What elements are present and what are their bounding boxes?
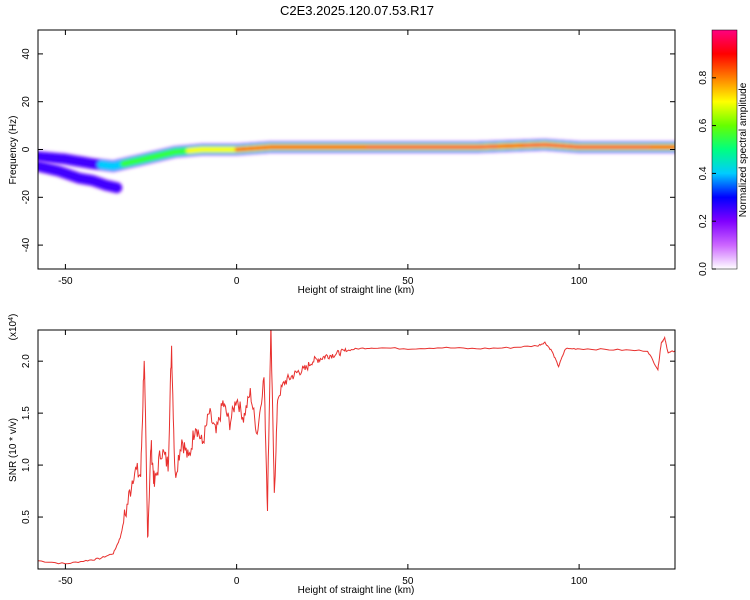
x-tick-label: 0 xyxy=(234,276,240,287)
snr-series-line xyxy=(38,330,675,565)
colorbar-tick-label: 0.2 xyxy=(698,214,709,228)
snr-plot-area xyxy=(38,330,675,569)
spectrogram-y-axis: -40 -20 0 20 40 xyxy=(21,48,675,252)
x-tick-label: -50 xyxy=(58,276,73,287)
snr-panel: -50 0 50 100 0.5 1.0 1.5 2.0 Height of straigh… xyxy=(8,314,676,596)
colorbar-label: Normalized spectral amplitude xyxy=(738,82,749,217)
snr-y-axis: 0.5 1.0 1.5 2.0 xyxy=(21,354,675,524)
colorbar-ticks: 0.0 0.2 0.4 0.6 0.8 xyxy=(698,70,716,276)
figure-title: C2E3.2025.120.07.53.R17 xyxy=(280,3,434,18)
y-tick-label: 20 xyxy=(21,96,32,108)
colorbar-tick-label: 0.6 xyxy=(698,118,709,132)
x-tick-label: 100 xyxy=(571,276,588,287)
y-tick-label: 1.5 xyxy=(21,406,32,420)
spectral-track-1 xyxy=(38,138,675,173)
spectrogram-x-label: Height of straight line (km) xyxy=(298,285,415,296)
y-tick-label: -40 xyxy=(21,237,32,252)
y-tick-label: 40 xyxy=(21,48,32,60)
y-tick-label: 2.0 xyxy=(21,354,32,368)
spectral-band xyxy=(365,143,651,149)
colorbar: 0.0 0.2 0.4 0.6 0.8 Normalized spectral ampl… xyxy=(698,29,749,276)
colorbar-gradient xyxy=(711,29,738,270)
spectrogram-image xyxy=(38,138,675,194)
snr-frame xyxy=(37,329,676,570)
spectrogram-panel: -50 0 50 100 -40 -20 0 20 40 Height of straight… xyxy=(8,29,676,296)
snr-x-axis: -50 0 50 100 xyxy=(58,330,588,587)
spectral-track-2 xyxy=(38,160,123,194)
x-tick-label: 50 xyxy=(402,276,414,287)
colorbar-tick-label: 0.8 xyxy=(698,70,709,84)
spectrogram-x-axis: -50 0 50 100 xyxy=(58,30,588,287)
x-tick-label: 100 xyxy=(571,576,588,587)
x-tick-label: -50 xyxy=(58,576,73,587)
snr-y-multiplier: (x104) xyxy=(8,314,20,341)
colorbar-tick-label: 0.4 xyxy=(698,166,709,180)
x-tick-label: 0 xyxy=(234,576,240,587)
y-tick-label: 1.0 xyxy=(21,458,32,472)
y-tick-label: 0 xyxy=(21,146,32,152)
spectral-band xyxy=(38,161,122,193)
x-tick-label: 50 xyxy=(402,576,414,587)
y-tick-label: 0.5 xyxy=(21,510,32,524)
colorbar-tick-label: 0.0 xyxy=(698,262,709,276)
snr-y-label: SNR (10 * v/v) xyxy=(8,418,19,482)
snr-x-label: Height of straight line (km) xyxy=(298,585,415,596)
spectrogram-y-label: Frequency (Hz) xyxy=(8,116,19,185)
y-tick-label: -20 xyxy=(21,190,32,205)
